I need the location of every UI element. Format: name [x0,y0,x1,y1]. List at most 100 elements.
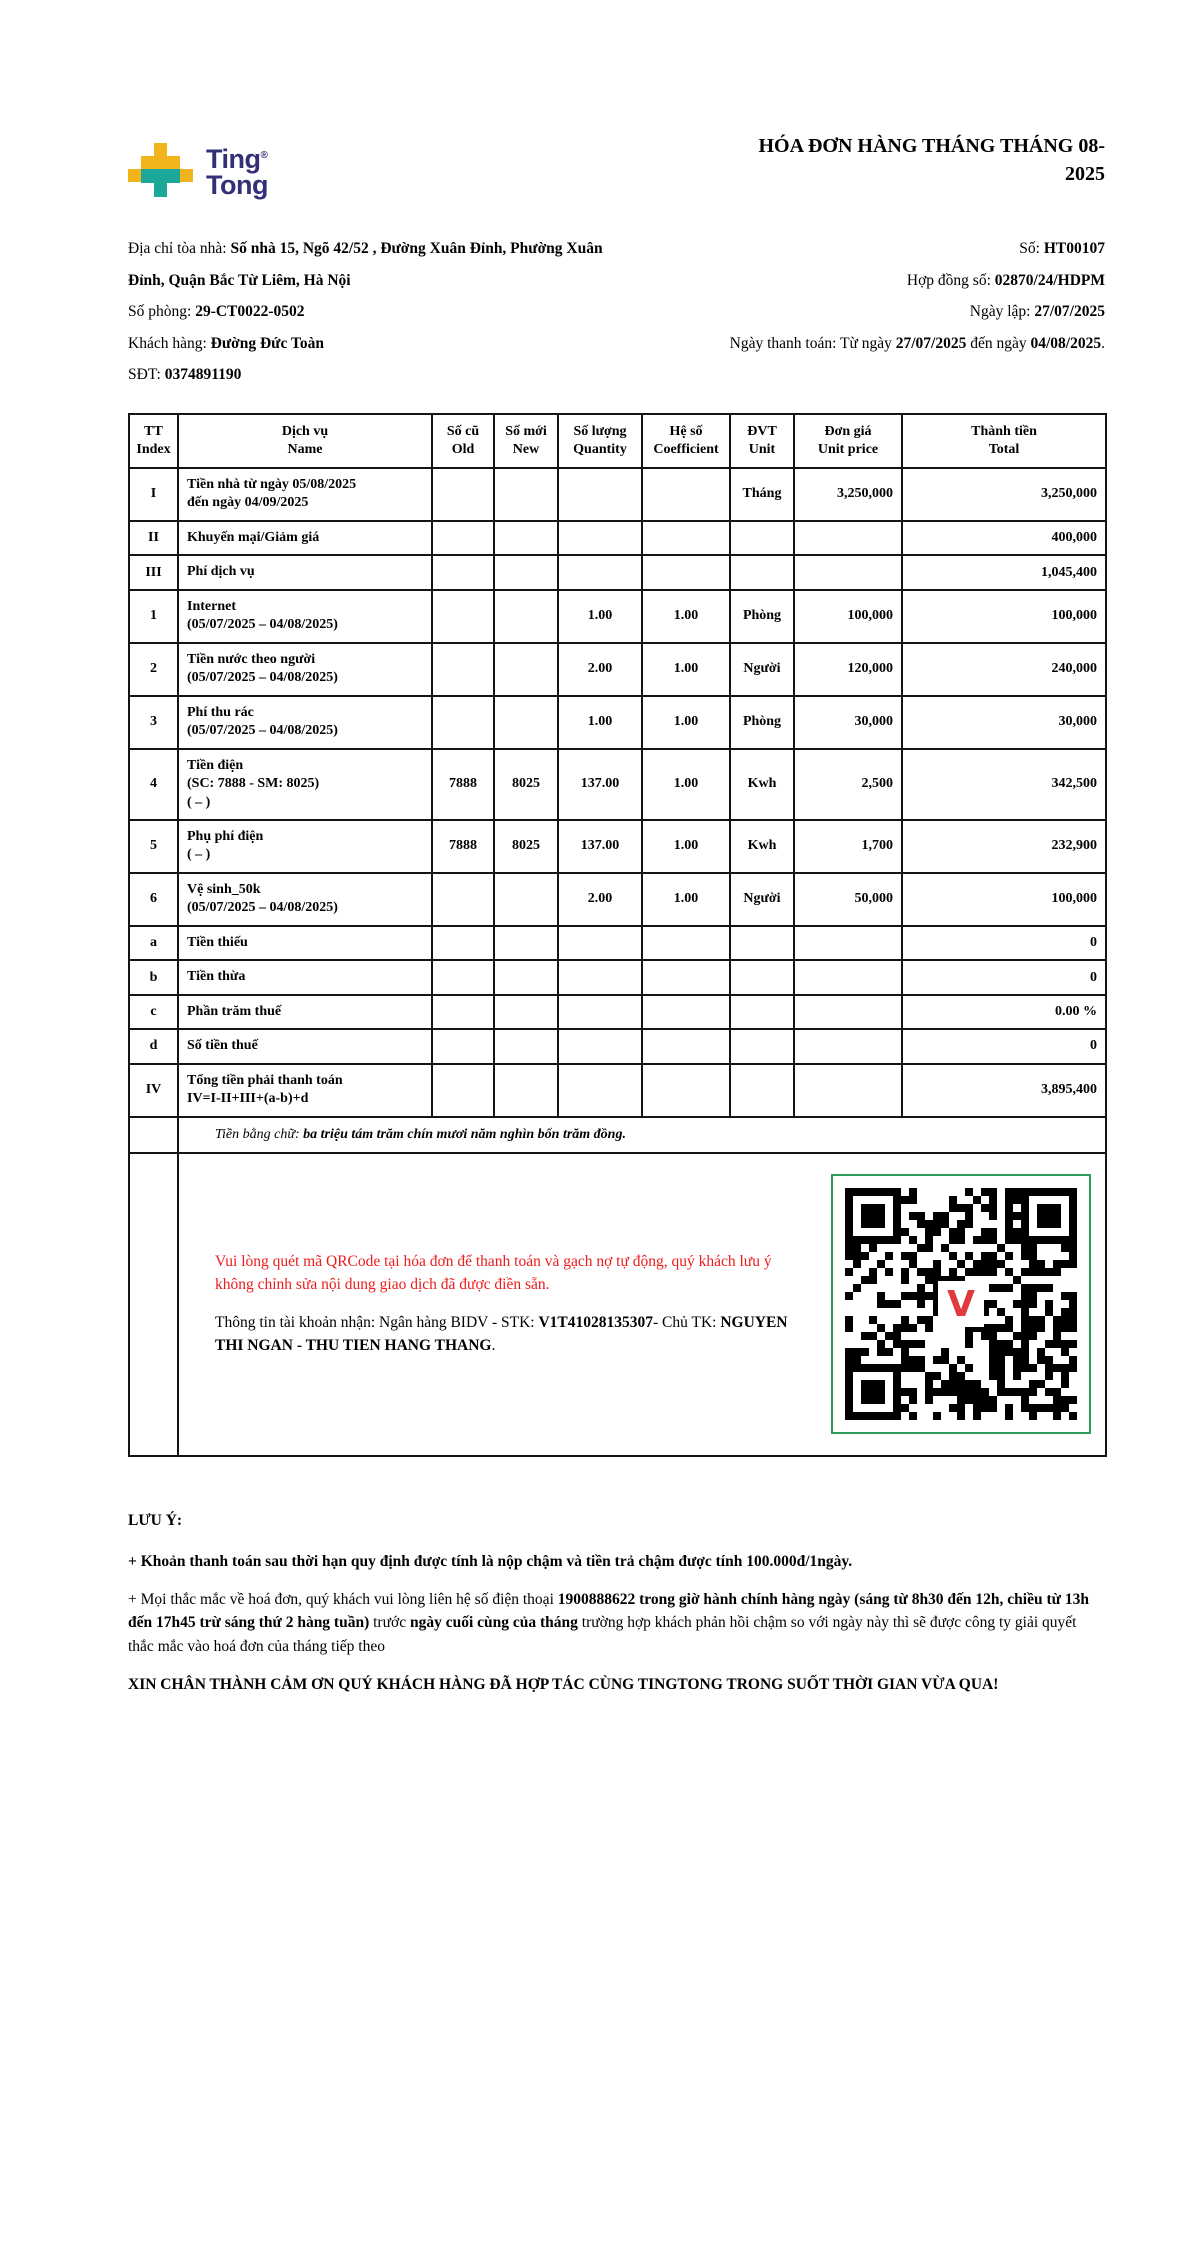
text-run: - Chủ TK: [653,1314,721,1332]
cell-unit [729,554,795,591]
column-header: Dịch vụ Name [177,412,433,469]
cell-new [493,588,559,644]
cell-unit: Tháng [729,466,795,522]
cell-new [493,1028,559,1065]
text-run: 27/07/2025 [1034,303,1105,320]
cell-new: 8025 [493,747,559,821]
cell-old: 7888 [431,818,495,874]
column-header: Số cũ Old [431,412,495,469]
table-row: II Khuyến mại/Giảm giá 400,000 [128,519,1107,557]
notes-section: LƯU Ý: + Khoản thanh toán sau thời hạn q… [128,1509,1105,1697]
cell-qty [557,959,643,996]
cell-idx: 2 [128,641,179,697]
cell-old [431,924,495,962]
cell-name: Số tiền thuế [177,1028,433,1065]
table-row: I Tiền nhà từ ngày 05/08/2025 đến ngày 04/… [128,466,1107,522]
cell-empty [128,1151,179,1457]
cell-price [793,554,903,591]
cell-new [493,924,559,962]
cell-price [793,924,903,962]
qr-frame: V [831,1174,1091,1435]
text-line: Địa chỉ tòa nhà: Số nhà 15, Ngõ 42/52 , … [128,233,628,296]
cell-coef [641,519,731,557]
text-line: Số: HT00107 [385,233,1105,265]
cell-qty [557,1062,643,1118]
cell-total: 0.00 % [901,993,1107,1031]
column-header: Hệ số Coefficient [641,412,731,469]
cell-new: 8025 [493,818,559,874]
text-run: ba triệu tám trăm chín mươi năm nghìn bố… [303,1126,623,1142]
text-line: SĐT: 0374891190 [128,359,628,391]
text-line: Ngày lập: 27/07/2025 [385,296,1105,328]
cell-old [431,466,495,522]
text-line: Số phòng: 29-CT0022-0502 [128,296,628,328]
bank-account-info: Thông tin tài khoản nhận: Ngân hàng BIDV… [215,1312,805,1357]
text-run: SĐT: [128,366,165,383]
text-line: + Khoản thanh toán sau thời hạn quy định… [128,1550,1105,1573]
cell-total: 342,500 [901,747,1107,821]
cell-total: 100,000 [901,588,1107,644]
cell-name: Tiền nhà từ ngày 05/08/2025 đến ngày 04/0… [177,466,433,522]
cell-old [431,1062,495,1118]
cell-old [431,871,495,927]
cell-name: Vệ sinh_50k (05/07/2025 – 04/08/2025) [177,871,433,927]
cell-name: Internet (05/07/2025 – 04/08/2025) [177,588,433,644]
table-row: IV Tổng tiền phải thanh toán IV=I-II+III+(… [128,1062,1107,1118]
text-run: 27/07/2025 [895,334,967,352]
invoice-content: Ting® Tong HÓA ĐƠN HÀNG THÁNG THÁNG 08-2… [128,0,1107,1711]
cell-idx: I [128,466,179,522]
text-run: đến ngày [966,334,1031,352]
cell-name: Phí thu rác (05/07/2025 – 04/08/2025) [177,694,433,750]
cell-idx: 4 [128,747,179,821]
notes-heading: LƯU Ý: [128,1511,183,1529]
text-run: Địa chỉ tòa nhà: [128,240,231,257]
table-row: 5 Phụ phí điện( – ) 7888 8025 137.00 1.00 Kwh 1… [128,818,1107,874]
cell-idx: III [128,554,179,591]
table-body: I Tiền nhà từ ngày 05/08/2025 đến ngày 04/… [128,466,1107,1118]
payment-layout: Vui lòng quét mã QRCode tại hóa đơn để t… [215,1162,1093,1447]
cell-coef: 1.00 [641,694,731,750]
text-run: Hợp đồng số: [906,271,995,289]
qr-instruction-note: Vui lòng quét mã QRCode tại hóa đơn để t… [215,1251,805,1296]
cell-idx: a [128,924,179,962]
text-run: trước [369,1614,410,1632]
cell-qty: 2.00 [557,641,643,697]
text-run: Vui lòng quét mã QRCode tại hóa đơn để t… [215,1253,772,1293]
cell-coef: 1.00 [641,871,731,927]
cell-coef [641,1028,731,1065]
cell-price [793,1028,903,1065]
cell-name: Tiền điện (SC: 7888 - SM: 8025)( – ) [177,747,433,821]
cell-unit [729,1028,795,1065]
cell-unit: Phòng [729,588,795,644]
cell-old [431,694,495,750]
cell-name: Tiền thiếu [177,924,433,962]
cell-new [493,554,559,591]
cell-price: 3,250,000 [793,466,903,522]
cell-name: Tổng tiền phải thanh toán IV=I-II+III+(a-… [177,1062,433,1118]
cell-name: Phí dịch vụ [177,554,433,591]
cell-qty [557,519,643,557]
cell-price [793,959,903,996]
cell-price: 50,000 [793,871,903,927]
cell-price: 30,000 [793,694,903,750]
invoice-title: HÓA ĐƠN HÀNG THÁNG THÁNG 08-2025 [758,135,1105,185]
cell-total: 3,895,400 [901,1062,1107,1118]
table-head: TT Index Dịch vụ Name Số cũ Old Số mới New Số lư… [128,412,1107,469]
cell-new [493,871,559,927]
info-right: Số: HT00107 Hợp đồng số: 02870/24/HDPM Ngà… [385,233,1105,359]
cell-idx: d [128,1028,179,1065]
text-run: + Khoản thanh toán sau thời hạn quy định… [128,1552,853,1570]
cell-qty: 137.00 [557,818,643,874]
cell-empty [128,1115,179,1154]
cell-qty [557,924,643,962]
text-run: NGUYEN THI NGAN - THU TIEN HANG THANG [215,1314,788,1354]
cell-unit [729,959,795,996]
text-line: Khách hàng: Đường Đức Toàn [128,328,628,360]
cell-coef: 1.00 [641,818,731,874]
cell-total: 1,045,400 [901,554,1107,591]
cell-coef: 1.00 [641,588,731,644]
text-run: 02870/24/HDPM [994,271,1105,289]
cell-name: Tiền thừa [177,959,433,996]
cell-coef [641,466,731,522]
